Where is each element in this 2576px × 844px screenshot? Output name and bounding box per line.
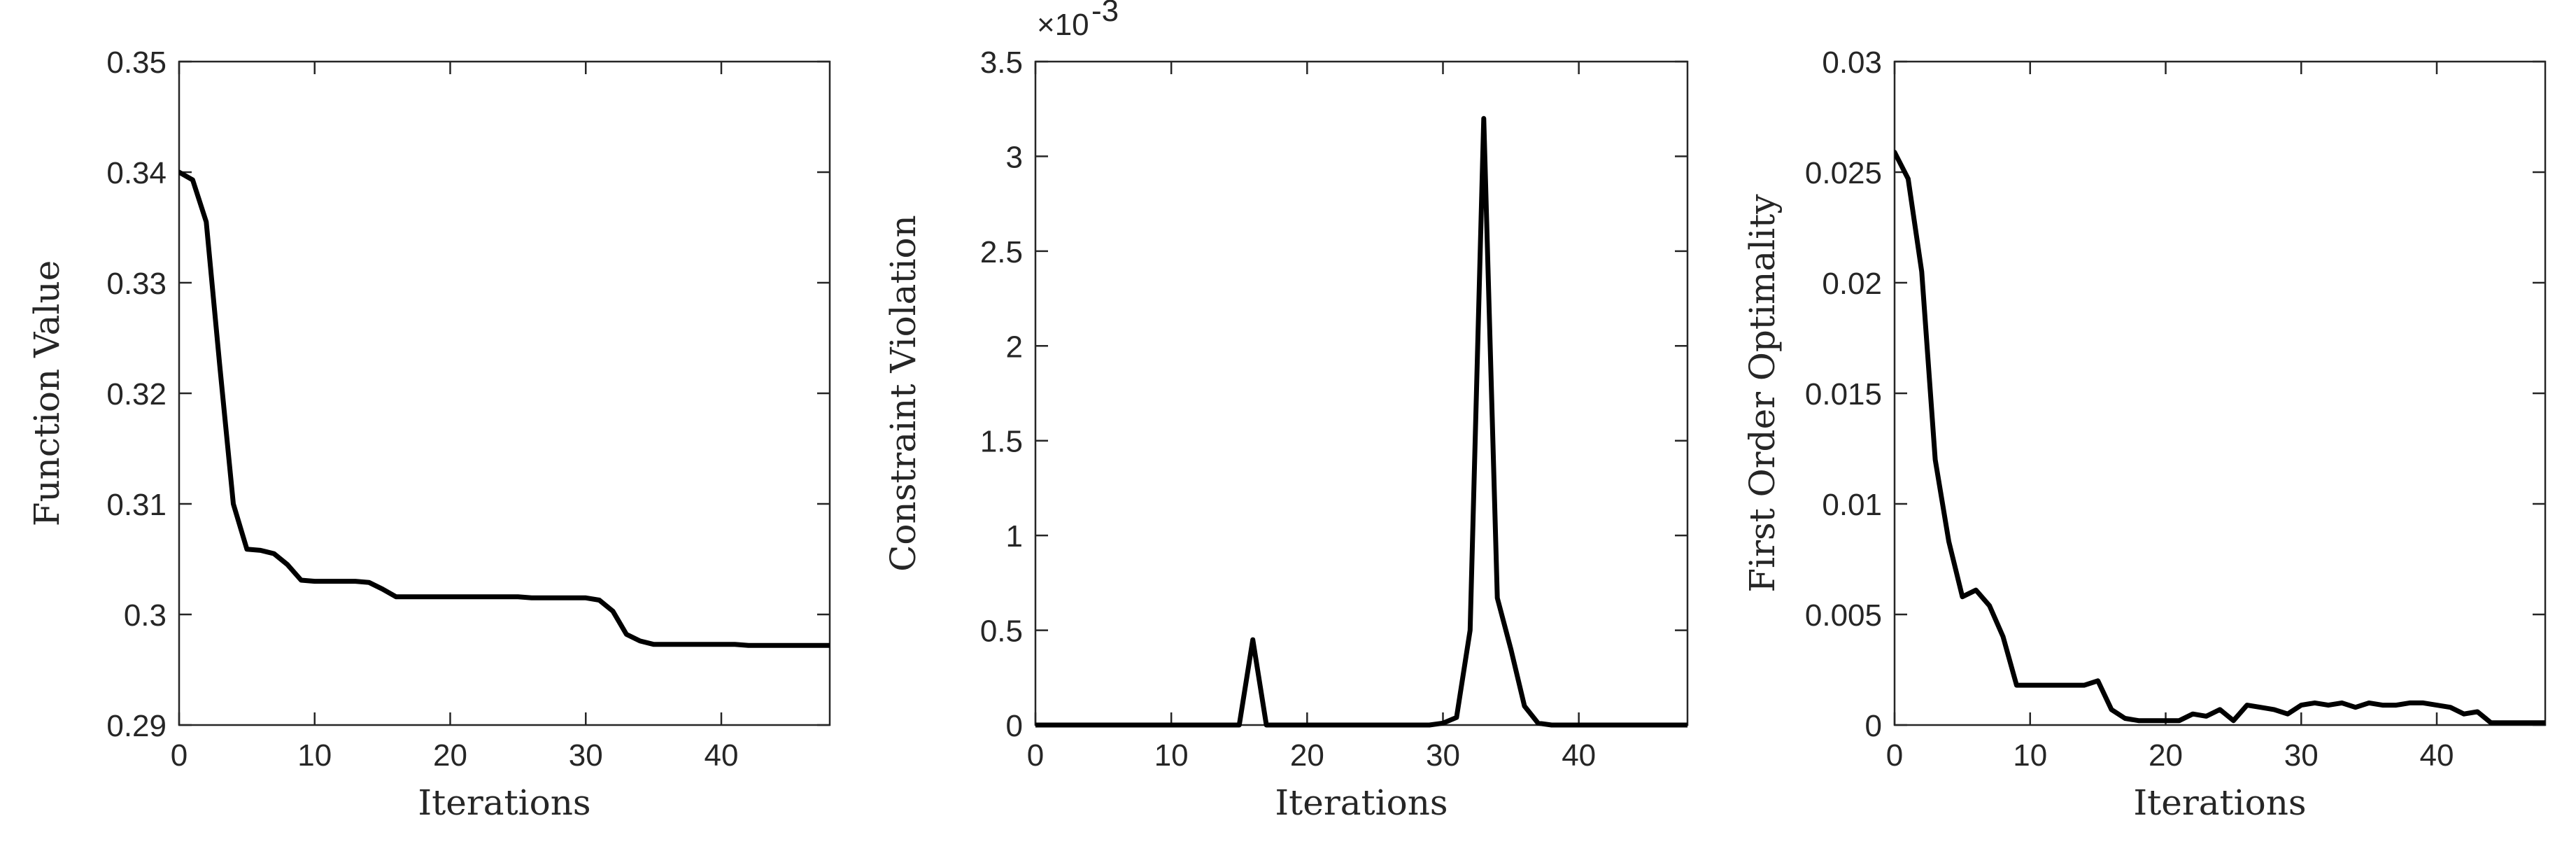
y-tick-label: 3.5 <box>980 45 1023 80</box>
axes-frame <box>178 60 831 726</box>
y-tick-label: 0.015 <box>1805 377 1882 412</box>
x-tick-label: 20 <box>2149 738 2183 773</box>
y-axis-label: Function Value <box>27 260 67 527</box>
x-tick-label: 40 <box>1562 738 1596 773</box>
y-tick-label: 0.35 <box>106 45 167 80</box>
y-tick-label: 0.29 <box>106 709 167 743</box>
y-tick-label: 0.02 <box>1822 267 1882 301</box>
y-tick-label: 0.33 <box>106 267 167 301</box>
y-tick-label: 0.025 <box>1805 156 1882 190</box>
x-tick-label: 20 <box>1290 738 1324 773</box>
y-tick-label: 1.5 <box>980 425 1023 459</box>
y-tick-label: 0.03 <box>1822 45 1882 80</box>
series-line <box>179 169 830 648</box>
y-tick-label: 0 <box>1865 709 1882 743</box>
x-tick-label: 30 <box>569 738 603 773</box>
x-tick-label: 10 <box>1154 738 1189 773</box>
series-line <box>1035 115 1687 728</box>
y-tick-label: 0.31 <box>106 488 167 522</box>
x-tick-label: 10 <box>2013 738 2047 773</box>
y-tick-label: 0.3 <box>124 598 167 633</box>
axes-frame <box>1893 60 2547 726</box>
x-axis-label: Iterations <box>1275 782 1448 823</box>
x-tick-label: 30 <box>2284 738 2319 773</box>
x-axis-label: Iterations <box>418 782 590 823</box>
x-axis-label: Iterations <box>2133 782 2306 823</box>
y-tick-label: 2 <box>1006 330 1023 364</box>
y-exponent-label: ×10 <box>1037 8 1089 42</box>
x-tick-label: 20 <box>433 738 467 773</box>
y-tick-label: 0 <box>1006 709 1023 743</box>
y-tick-label: 0.01 <box>1822 488 1882 522</box>
x-tick-label: 0 <box>171 738 187 773</box>
y-axis-label: First Order Optimality <box>1742 194 1783 593</box>
y-tick-label: 3 <box>1006 140 1023 174</box>
chart-panel-1: 0 10 20 30 40 0.29 0.3 0.31 0.32 0.33 0.34 0.35 Iter… <box>27 45 831 823</box>
y-tick-label: 2.5 <box>980 235 1023 269</box>
y-axis-label: Constraint Violation <box>883 215 923 572</box>
y-tick-label: 0.5 <box>980 614 1023 649</box>
y-tick-label: 0.34 <box>106 156 167 190</box>
y-exponent-power: -3 <box>1091 0 1119 28</box>
series-line <box>1895 150 2545 726</box>
x-tick-label: 10 <box>297 738 332 773</box>
x-tick-label: 0 <box>1027 738 1044 773</box>
x-tick-label: 30 <box>1426 738 1460 773</box>
axes-frame <box>1034 60 1689 726</box>
x-tick-label: 40 <box>2420 738 2454 773</box>
chart-panel-3: 0 10 20 30 40 0 0.005 0.01 0.015 0.02 0.025 0.03 Ite… <box>1742 45 2547 823</box>
y-tick-label: 0.32 <box>106 377 167 412</box>
y-tick-label: 0.005 <box>1805 598 1882 633</box>
x-tick-label: 40 <box>705 738 739 773</box>
x-tick-label: 0 <box>1886 738 1903 773</box>
chart-panel-2: 0 10 20 30 40 0 0.5 1 1.5 2 2.5 3 3.5 ×10 -3 Iterations… <box>883 0 1689 823</box>
y-tick-label: 1 <box>1006 519 1023 554</box>
